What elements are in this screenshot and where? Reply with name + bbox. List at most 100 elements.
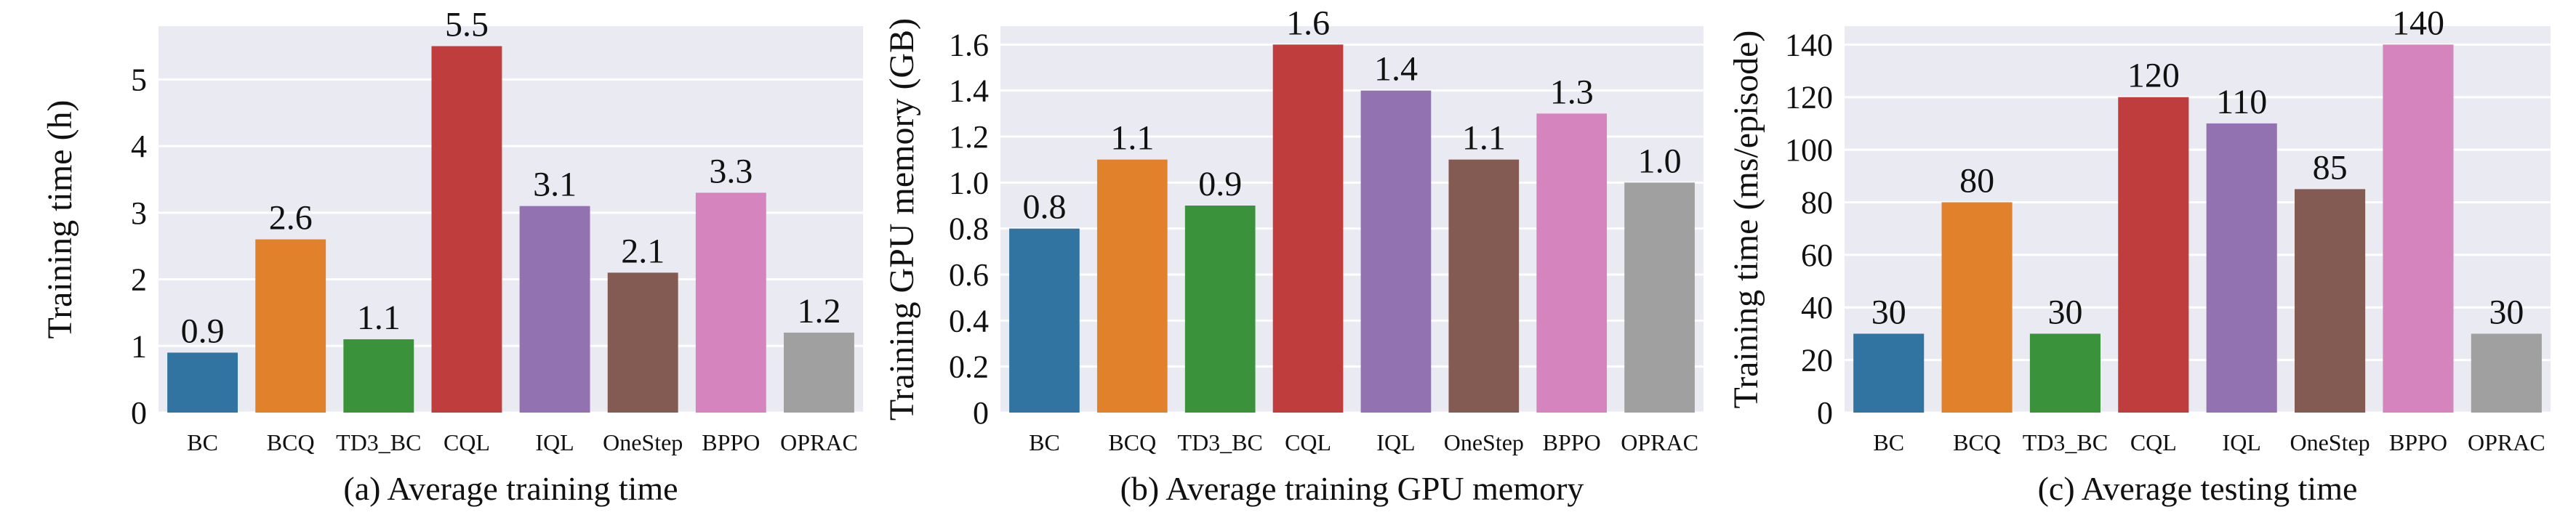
- x-tick-label: TD3_BC: [2023, 429, 2108, 455]
- data-label: 0.9: [1198, 165, 1242, 203]
- data-label: 30: [2047, 293, 2082, 331]
- data-label: 120: [2127, 57, 2180, 95]
- x-tick-label: IQL: [535, 429, 574, 455]
- x-tick-label: OneStep: [1444, 429, 1524, 455]
- data-label: 1.1: [1462, 119, 1506, 158]
- data-label: 85: [2313, 148, 2348, 187]
- x-tick-label: BPPO: [1543, 429, 1601, 455]
- x-tick-label: BC: [1029, 429, 1060, 455]
- data-label: 3.3: [709, 152, 753, 190]
- x-tick-label: CQL: [2130, 429, 2177, 455]
- y-tick-label: 4: [131, 129, 147, 164]
- chart-a: 0 1 2 3 4 5 0.9 BC 2.6 BCQ 1.1 TD3_BC 5.5 CQL 3.1 IQL 2.…: [41, 6, 863, 507]
- y-tick-label: 140: [1785, 27, 1833, 62]
- data-label: 1.3: [1550, 73, 1594, 111]
- bar-bc: [1009, 228, 1080, 413]
- y-tick-label: 2: [131, 262, 147, 298]
- y-tick-label: 60: [1801, 238, 1833, 273]
- bar-bcq: [255, 239, 326, 413]
- data-label: 30: [1871, 293, 1906, 331]
- y-axis-label: Training time (h): [41, 100, 79, 339]
- x-tick-label: BCQ: [267, 429, 315, 455]
- bar-bcq: [1941, 202, 2013, 413]
- bar-iql: [1360, 90, 1432, 413]
- bar-iql: [2206, 123, 2277, 413]
- y-tick-label: 20: [1801, 343, 1833, 378]
- data-label: 3.1: [533, 166, 577, 204]
- data-label: 0.8: [1022, 188, 1066, 227]
- x-tick-label: TD3_BC: [1178, 429, 1263, 455]
- data-label: 0.9: [181, 312, 225, 350]
- bar-bppo: [2383, 44, 2454, 413]
- y-tick-label: 0: [1817, 395, 1833, 431]
- bar-td3-bc: [2029, 333, 2100, 413]
- y-tick-label: 5: [131, 62, 147, 97]
- bar-cql: [431, 46, 502, 413]
- data-label: 2.1: [621, 232, 665, 270]
- bar-bcq: [1096, 159, 1168, 413]
- bar-iql: [519, 206, 590, 413]
- x-tick-label: IQL: [1376, 429, 1415, 455]
- data-label: 1.4: [1374, 50, 1418, 89]
- x-tick-label: BPPO: [702, 429, 760, 455]
- y-tick-label: 0.6: [949, 257, 989, 293]
- chart-caption: (b) Average training GPU memory: [1120, 470, 1584, 507]
- x-tick-label: BC: [1873, 429, 1904, 455]
- x-tick-label: IQL: [2223, 429, 2261, 455]
- chart-c: 0 20 40 60 80 100 120 140 30 BC 80 BCQ 30 TD3_BC 120 CQ…: [1727, 4, 2551, 507]
- bar-cql: [1272, 44, 1344, 413]
- y-tick-label: 100: [1785, 132, 1833, 168]
- data-label: 1.2: [797, 292, 840, 331]
- x-tick-label: CQL: [1285, 429, 1331, 455]
- y-axis-label: Training time (ms/episode): [1727, 31, 1765, 409]
- bar-oprac: [2471, 333, 2542, 413]
- data-label: 140: [2392, 4, 2444, 42]
- x-tick-label: BCQ: [1953, 429, 2001, 455]
- y-tick-label: 1.4: [949, 73, 989, 109]
- bar-td3-bc: [343, 339, 414, 413]
- y-tick-label: 0.8: [949, 211, 989, 247]
- bar-td3-bc: [1184, 206, 1256, 413]
- bar-onestep: [607, 272, 678, 413]
- x-tick-label: CQL: [444, 429, 490, 455]
- x-tick-label: BCQ: [1108, 429, 1156, 455]
- y-axis-label: Training GPU memory (GB): [883, 18, 921, 421]
- bar-onestep: [1448, 159, 1520, 413]
- bar-oprac: [1624, 182, 1695, 413]
- data-label: 5.5: [445, 6, 489, 44]
- y-tick-label: 0.2: [949, 349, 989, 385]
- bar-bppo: [695, 192, 766, 413]
- x-tick-label: BC: [187, 429, 218, 455]
- x-tick-label: BPPO: [2389, 429, 2447, 455]
- y-tick-label: 1: [131, 328, 147, 364]
- data-label: 1.1: [1110, 119, 1154, 158]
- x-tick-label: TD3_BC: [336, 429, 421, 455]
- data-label: 1.6: [1286, 4, 1330, 42]
- y-tick-label: 120: [1785, 80, 1833, 115]
- bar-bc: [1853, 333, 1925, 413]
- bar-oprac: [783, 332, 854, 413]
- y-tick-label: 0: [973, 395, 989, 431]
- bar-bppo: [1536, 113, 1608, 413]
- x-tick-label: OneStep: [603, 429, 683, 455]
- data-label: 2.6: [269, 199, 313, 238]
- y-tick-label: 1.2: [949, 119, 989, 155]
- y-tick-label: 40: [1801, 290, 1833, 325]
- chart-b: 0 0.2 0.4 0.6 0.8 1.0 1.2 1.4 1.6 0.8 BC 1.1 BCQ 0.9 T…: [883, 4, 1704, 507]
- y-tick-label: 1.0: [949, 165, 989, 200]
- bar-cql: [2118, 97, 2189, 413]
- data-label: 110: [2216, 83, 2267, 121]
- y-tick-label: 0: [131, 395, 147, 431]
- data-label: 80: [1959, 161, 1994, 200]
- x-tick-label: OneStep: [2290, 429, 2370, 455]
- bar-onestep: [2295, 189, 2366, 413]
- data-label: 1.1: [357, 299, 401, 337]
- y-tick-label: 0.4: [949, 303, 989, 338]
- y-tick-label: 1.6: [949, 27, 989, 62]
- x-tick-label: OPRAC: [780, 429, 858, 455]
- x-tick-label: OPRAC: [2468, 429, 2545, 455]
- y-tick-label: 3: [131, 195, 147, 231]
- y-tick-label: 80: [1801, 184, 1833, 220]
- data-label: 30: [2489, 293, 2524, 331]
